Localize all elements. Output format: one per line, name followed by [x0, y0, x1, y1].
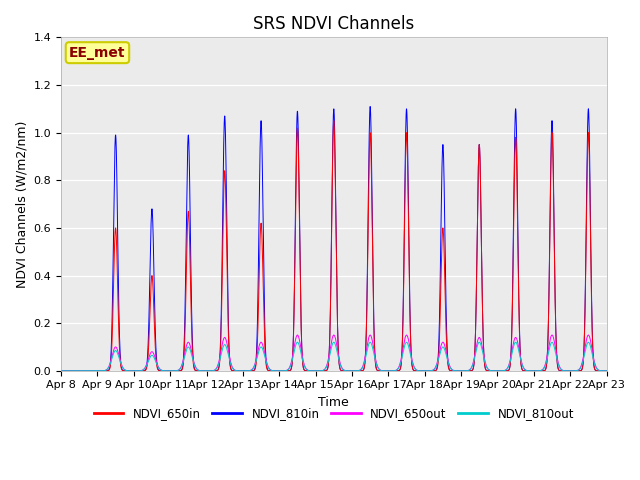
NDVI_810in [426, 368, 434, 373]
NDVI_650in [330, 118, 337, 124]
NDVI_810in [366, 104, 374, 109]
NDVI_650out [584, 332, 592, 338]
NDVI_650in [426, 368, 434, 373]
NDVI_650out [487, 368, 495, 373]
NDVI_810out [314, 368, 321, 373]
NDVI_650out [314, 368, 321, 373]
Line: NDVI_810out: NDVI_810out [61, 342, 607, 371]
Title: SRS NDVI Channels: SRS NDVI Channels [253, 15, 415, 33]
NDVI_810in [57, 368, 65, 373]
NDVI_810out [603, 368, 611, 373]
NDVI_810in [456, 368, 464, 373]
NDVI_650in [602, 368, 610, 373]
NDVI_650in [603, 368, 611, 373]
Legend: NDVI_650in, NDVI_810in, NDVI_650out, NDVI_810out: NDVI_650in, NDVI_810in, NDVI_650out, NDV… [89, 402, 579, 425]
NDVI_810in [314, 368, 321, 373]
NDVI_810out [156, 366, 163, 372]
NDVI_650out [57, 368, 65, 373]
Line: NDVI_650out: NDVI_650out [61, 335, 607, 371]
NDVI_650in [156, 368, 163, 373]
Line: NDVI_650in: NDVI_650in [61, 121, 607, 371]
NDVI_810out [456, 368, 464, 373]
NDVI_810out [584, 339, 592, 345]
NDVI_650out [603, 368, 611, 373]
NDVI_650out [156, 365, 163, 371]
NDVI_810in [602, 368, 610, 373]
NDVI_650in [314, 368, 321, 373]
NDVI_810in [603, 368, 611, 373]
X-axis label: Time: Time [319, 396, 349, 409]
NDVI_810out [57, 368, 65, 373]
Y-axis label: NDVI Channels (W/m2/nm): NDVI Channels (W/m2/nm) [15, 120, 28, 288]
NDVI_810out [602, 368, 610, 373]
Text: EE_met: EE_met [69, 46, 125, 60]
NDVI_810out [426, 368, 433, 373]
NDVI_650in [487, 368, 495, 373]
NDVI_810in [487, 368, 495, 373]
NDVI_650out [456, 368, 464, 373]
NDVI_650in [57, 368, 65, 373]
NDVI_810in [156, 368, 163, 373]
NDVI_650out [426, 368, 433, 373]
NDVI_650out [602, 368, 610, 373]
NDVI_810out [487, 368, 495, 373]
NDVI_650in [456, 368, 464, 373]
Line: NDVI_810in: NDVI_810in [61, 107, 607, 371]
